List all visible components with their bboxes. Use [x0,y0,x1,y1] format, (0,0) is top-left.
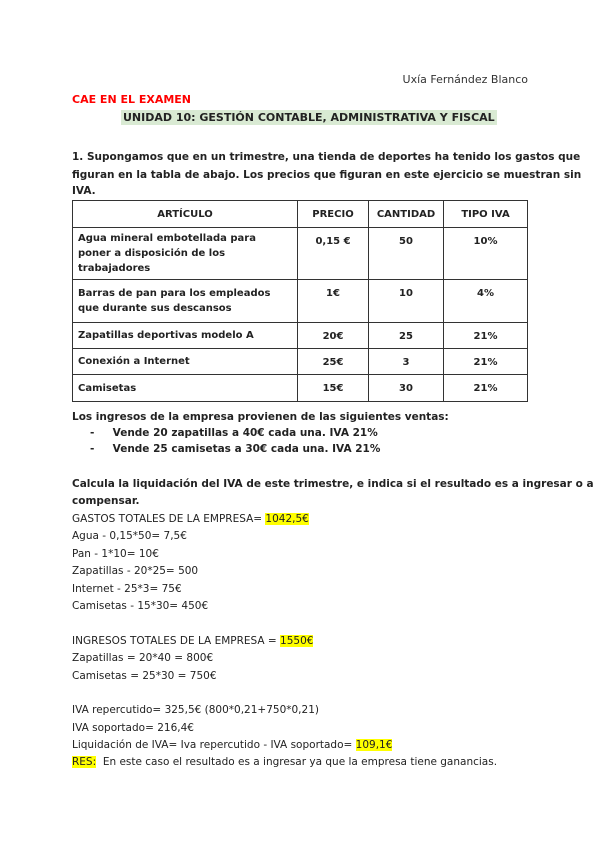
cell: Agua mineral embotellada para poner a di… [72,227,298,280]
cell: 10 [368,279,444,323]
res-label: RES: [72,756,97,768]
cell: Conexión a Internet [72,348,298,375]
table-row: Conexión a Internet 25€ 3 21% [72,348,528,375]
cell: 21% [443,348,528,375]
cell: 10% [443,227,528,280]
ingresos-total-line: INGRESOS TOTALES DE LA EMPRESA = 1550€ [72,632,314,651]
cell: 50 [368,227,444,280]
income-intro: Los ingresos de la empresa provienen de … [72,411,449,423]
unit-title: UNIDAD 10: GESTIÓN CONTABLE, ADMINISTRAT… [121,110,497,125]
author-name: Uxía Fernández Blanco [402,73,528,86]
iva-repercutido: IVA repercutido= 325,5€ (800*0,21+750*0,… [72,704,319,716]
cell: 4% [443,279,528,323]
liquidacion-line: Liquidación de IVA= Iva repercutido - IV… [72,736,393,755]
label: INGRESOS TOTALES DE LA EMPRESA = [72,635,281,647]
sale-item: - Vende 25 camisetas a 30€ cada una. IVA… [90,443,381,455]
calc-line: Internet - 25*3= 75€ [72,583,182,595]
table-row: Agua mineral embotellada para poner a di… [72,227,528,280]
table-row: Camisetas 15€ 30 21% [72,374,528,402]
sale-text: Vende 25 camisetas a 30€ cada una. IVA 2… [112,443,381,455]
cell: 21% [443,322,528,349]
task-line: Calcula la liquidación del IVA de este t… [72,478,594,490]
cell: 1€ [297,279,369,323]
calc-line: Zapatillas = 20*40 = 800€ [72,652,214,664]
liquidacion-total: 109,1€ [355,739,393,751]
cell: 3 [368,348,444,375]
gastos-total-line: GASTOS TOTALES DE LA EMPRESA= 1042,5€ [72,510,309,529]
question-line: figuran en la tabla de abajo. Los precio… [72,169,582,181]
cell: Zapatillas deportivas modelo A [72,322,298,349]
calc-line: Zapatillas - 20*25= 500 [72,565,199,577]
expenses-table: ARTÍCULO PRECIO CANTIDAD TIPO IVA Agua m… [72,200,528,402]
col-header: ARTÍCULO [72,200,298,228]
col-header: TIPO IVA [443,200,528,228]
table-row: Zapatillas deportivas modelo A 20€ 25 21% [72,322,528,349]
col-header: PRECIO [297,200,369,228]
cell: 25€ [297,348,369,375]
cell: 21% [443,374,528,402]
calc-line: Camisetas = 25*30 = 750€ [72,670,217,682]
label: Liquidación de IVA= Iva repercutido - IV… [72,739,356,751]
exam-tag: CAE EN EL EXAMEN [72,93,192,106]
result-line: RES: En este caso el resultado es a ingr… [72,753,497,772]
table-row: Barras de pan para los empleados que dur… [72,279,528,323]
cell: 20€ [297,322,369,349]
task-line: compensar. [72,495,140,507]
iva-soportado: IVA soportado= 216,4€ [72,722,194,734]
table-header: ARTÍCULO PRECIO CANTIDAD TIPO IVA [72,200,528,228]
col-header: CANTIDAD [368,200,444,228]
res-text: En este caso el resultado es a ingresar … [96,756,498,768]
cell: Barras de pan para los empleados que dur… [72,279,298,323]
sale-item: - Vende 20 zapatillas a 40€ cada una. IV… [90,427,378,439]
calc-line: Agua - 0,15*50= 7,5€ [72,530,187,542]
sale-text: Vende 20 zapatillas a 40€ cada una. IVA … [112,427,378,439]
question-line: 1. Supongamos que en un trimestre, una t… [72,151,581,163]
cell: 15€ [297,374,369,402]
calc-line: Camisetas - 15*30= 450€ [72,600,209,612]
cell: 30 [368,374,444,402]
question-line: IVA. [72,185,96,197]
cell: 0,15 € [297,227,369,280]
cell: 25 [368,322,444,349]
label: GASTOS TOTALES DE LA EMPRESA= [72,513,266,525]
ingresos-total: 1550€ [280,635,314,647]
calc-line: Pan - 1*10= 10€ [72,548,159,560]
cell: Camisetas [72,374,298,402]
gastos-total: 1042,5€ [265,513,309,525]
